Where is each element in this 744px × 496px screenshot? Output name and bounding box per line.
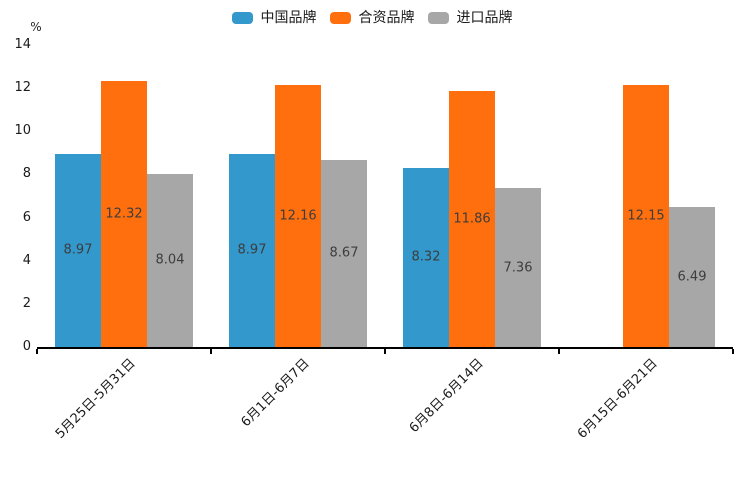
legend-swatch-icon	[329, 12, 351, 24]
bar-value-label: 12.15	[627, 208, 665, 224]
bar-series1-group1: 12.16	[275, 84, 321, 347]
x-axis-category-label: 6月15日-6月21日	[574, 356, 661, 442]
y-axis-tick-label: 10	[14, 123, 31, 139]
bar-value-label: 8.32	[411, 249, 441, 265]
legend-swatch-icon	[427, 12, 449, 24]
x-axis-category-label: 6月8日-6月14日	[406, 356, 487, 436]
bar-series1-group3: 12.15	[623, 84, 669, 347]
chart-legend: 中国品牌 合资品牌 进口品牌	[0, 7, 744, 29]
x-axis-tick-mark	[210, 349, 212, 354]
legend-item-series0: 中国品牌	[231, 8, 317, 28]
x-axis-line	[37, 347, 733, 349]
bar-series0-group2: 8.32	[403, 167, 449, 347]
bar-series0-group1: 8.97	[229, 153, 275, 347]
bar-value-label: 7.36	[503, 260, 533, 276]
bar-series2-group3: 6.49	[669, 207, 715, 347]
y-axis-tick-label: 0	[22, 339, 31, 354]
bar-value-label: 12.32	[105, 206, 143, 222]
x-axis-tick-mark	[732, 349, 734, 354]
y-axis-tick-label: 2	[22, 295, 31, 311]
x-axis-tick-mark	[384, 349, 386, 354]
x-axis-tick-mark	[558, 349, 560, 354]
legend-item-label: 中国品牌	[260, 10, 317, 26]
y-axis-tick-label: 4	[22, 252, 31, 268]
legend-swatch-icon	[231, 12, 253, 24]
bar-value-label: 8.67	[329, 245, 359, 261]
bar-value-label: 11.86	[453, 211, 491, 227]
x-axis-tick-mark	[36, 349, 38, 354]
y-axis-tick-label: 12	[14, 80, 31, 96]
y-axis-tick-label: 6	[22, 209, 31, 225]
bar-value-label: 8.97	[63, 242, 93, 258]
y-axis-unit-label: %	[30, 20, 42, 34]
bar-series1-group0: 12.32	[101, 81, 147, 347]
y-axis-tick-label: 8	[22, 166, 31, 182]
x-axis-category-label: 5月25日-5月31日	[52, 356, 139, 442]
bar-value-label: 12.16	[279, 208, 317, 224]
bar-series2-group1: 8.67	[321, 159, 367, 347]
x-axis-category-label: 6月1日-6月7日	[238, 356, 313, 431]
legend-item-series1: 合资品牌	[329, 8, 415, 28]
bar-series1-group2: 11.86	[449, 91, 495, 347]
legend-item-label: 合资品牌	[358, 10, 415, 26]
bar-value-label: 8.04	[155, 252, 185, 268]
bar-series0-group0: 8.97	[55, 153, 101, 347]
legend-item-series2: 进口品牌	[427, 8, 513, 28]
bar-value-label: 6.49	[677, 269, 707, 285]
y-axis-tick-label: 14	[14, 37, 31, 52]
bar-value-label: 8.97	[237, 242, 267, 258]
bar-series2-group2: 7.36	[495, 188, 541, 347]
legend-item-label: 进口品牌	[456, 10, 513, 26]
bar-series2-group0: 8.04	[147, 173, 193, 347]
